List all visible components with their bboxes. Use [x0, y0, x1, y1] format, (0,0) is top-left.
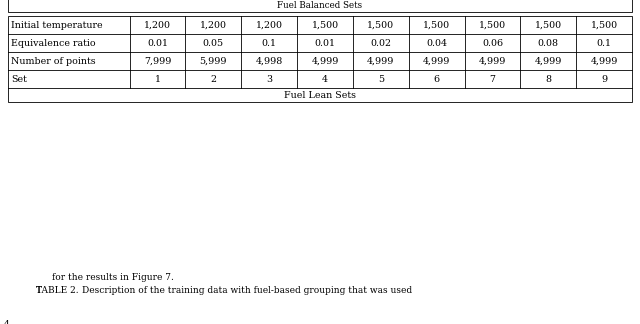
Text: 1,500: 1,500: [423, 20, 450, 29]
Text: 0.01: 0.01: [147, 39, 168, 48]
Text: 1,500: 1,500: [312, 20, 339, 29]
Text: 4.: 4.: [4, 320, 13, 324]
Text: Fuel Lean Sets: Fuel Lean Sets: [284, 90, 356, 99]
Text: 4,999: 4,999: [591, 56, 618, 65]
Text: 1,500: 1,500: [479, 20, 506, 29]
Text: 4,998: 4,998: [255, 56, 283, 65]
Text: 4,999: 4,999: [479, 56, 506, 65]
Text: 1,500: 1,500: [591, 20, 618, 29]
Text: 0.01: 0.01: [314, 39, 335, 48]
Text: 7,999: 7,999: [144, 56, 172, 65]
Text: 0.04: 0.04: [426, 39, 447, 48]
Text: 4: 4: [322, 75, 328, 84]
Text: 6: 6: [433, 75, 440, 84]
Text: Number of points: Number of points: [11, 56, 95, 65]
Text: 7: 7: [490, 75, 495, 84]
Text: T: T: [36, 286, 42, 295]
Text: 0.06: 0.06: [482, 39, 503, 48]
Text: 5: 5: [378, 75, 384, 84]
Text: TABLE 2.: TABLE 2.: [36, 286, 79, 295]
Text: 1: 1: [155, 75, 161, 84]
Text: 4,999: 4,999: [534, 56, 562, 65]
Text: 0.05: 0.05: [203, 39, 224, 48]
Text: 0.1: 0.1: [596, 39, 612, 48]
Text: 4,999: 4,999: [311, 56, 339, 65]
Text: Fuel Balanced Sets: Fuel Balanced Sets: [277, 1, 363, 9]
Text: 8: 8: [545, 75, 551, 84]
Bar: [8, 16, 632, 102]
Text: 1,200: 1,200: [200, 20, 227, 29]
Text: 2: 2: [211, 75, 216, 84]
Text: 0.08: 0.08: [538, 39, 559, 48]
Text: Initial temperature: Initial temperature: [11, 20, 102, 29]
Text: 1,200: 1,200: [144, 20, 171, 29]
Text: 1,500: 1,500: [367, 20, 394, 29]
Text: 0.02: 0.02: [371, 39, 391, 48]
Text: 1,500: 1,500: [534, 20, 562, 29]
Text: for the results in Figure 7.: for the results in Figure 7.: [52, 273, 174, 282]
Text: Equivalence ratio: Equivalence ratio: [11, 39, 95, 48]
Text: 9: 9: [601, 75, 607, 84]
Text: 3: 3: [266, 75, 272, 84]
Text: 4,999: 4,999: [423, 56, 451, 65]
Text: 4,999: 4,999: [367, 56, 394, 65]
Text: 0.1: 0.1: [262, 39, 276, 48]
Text: Description of the training data with fuel-based grouping that was used: Description of the training data with fu…: [82, 286, 412, 295]
Text: 5,999: 5,999: [200, 56, 227, 65]
Text: 1,200: 1,200: [256, 20, 283, 29]
Bar: [8, 0, 632, 12]
Text: Set: Set: [11, 75, 27, 84]
